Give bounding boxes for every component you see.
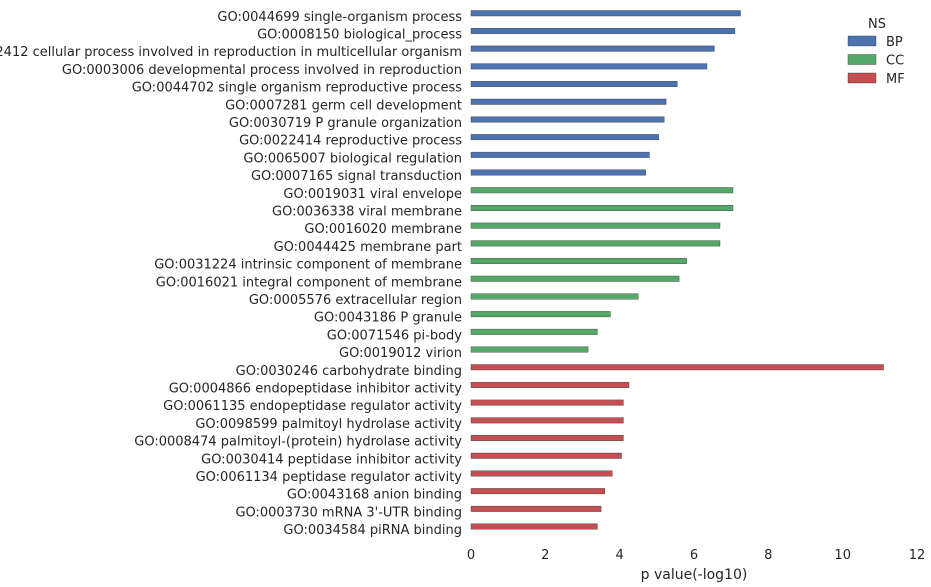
category-label: GO:0003730 mRNA 3'-UTR binding [235, 505, 462, 520]
legend-label-bp: BP [886, 35, 903, 50]
bar-bp [470, 151, 650, 158]
category-label: GO:0005576 extracellular region [249, 293, 462, 308]
category-label: GO:0031224 intrinsic component of membra… [154, 258, 462, 273]
category-label: GO:0043186 P granule [314, 311, 462, 326]
legend-label-cc: CC [886, 54, 904, 69]
category-labels-group: GO:0044699 single-organism process GO:000… [0, 10, 462, 538]
legend: NS BP CC MF [847, 17, 905, 87]
category-label: GO:0016020 membrane [304, 222, 462, 237]
bar-cc [470, 187, 734, 194]
category-label: GO:0008474 palmitoyl-(protein) hydrolase… [134, 435, 462, 450]
x-tick-label: 12 [909, 548, 926, 563]
bar-bp [470, 169, 646, 176]
category-label: GO:0061134 peptidase regulator activity [196, 470, 463, 485]
bar-bp [470, 45, 715, 52]
category-label: GO:0044699 single-organism process [217, 10, 462, 25]
bar-bp [470, 81, 678, 88]
bar-mf [470, 417, 624, 424]
x-tick-label: 8 [764, 548, 772, 563]
x-tick-label: 0 [467, 548, 475, 563]
x-tick-label: 10 [834, 548, 851, 563]
legend-title: NS [868, 17, 886, 32]
category-label: GO:0061135 endopeptidase regulator activ… [163, 399, 462, 414]
bar-cc [470, 222, 721, 229]
category-label: GO:0065007 biological regulation [243, 151, 462, 166]
category-label: GO:0071546 pi-body [327, 328, 462, 343]
bar-bp [470, 10, 741, 17]
category-label: GO:0043168 anion binding [287, 488, 462, 503]
bar-mf [470, 399, 624, 406]
legend-label-mf: MF [886, 72, 905, 87]
x-tick-label: 6 [690, 548, 698, 563]
bar-bp [470, 134, 659, 141]
bar-mf [470, 505, 602, 512]
bar-mf [470, 488, 606, 495]
bar-bp [470, 116, 665, 123]
bar-bp [470, 28, 736, 34]
bar-cc [470, 240, 721, 247]
bar-cc [470, 346, 589, 353]
bar-cc [470, 204, 734, 211]
bar-cc [470, 328, 598, 335]
category-label: GO:0030719 P granule organization [229, 116, 462, 131]
legend-swatch-cc [847, 54, 877, 65]
category-label: GO:0008150 biological_process [257, 28, 462, 43]
bar-cc [470, 293, 639, 300]
bar-cc [470, 258, 687, 264]
bar-mf [470, 523, 598, 530]
category-label: GO:0030246 carbohydrate binding [236, 364, 462, 379]
category-label: GO:0004866 endopeptidase inhibitor activ… [169, 382, 463, 397]
x-axis-label: p value(-log10) [641, 567, 748, 583]
category-label: GO:0003006 developmental process involve… [62, 63, 462, 78]
category-label: GO:0022414 reproductive process [239, 134, 462, 149]
category-label: GO:0019012 virion [339, 346, 462, 361]
bar-mf [470, 382, 630, 388]
category-label: GO:0030414 peptidase inhibitor activity [201, 452, 462, 467]
bar-mf [470, 470, 613, 477]
bar-mf [470, 452, 622, 459]
bar-mf [470, 364, 884, 371]
category-label: GO:0034584 piRNA binding [283, 523, 462, 538]
category-label: GO:0022412 cellular process involved in … [0, 45, 462, 60]
category-label: GO:0044425 membrane part [274, 240, 462, 255]
bars-group [470, 10, 884, 530]
category-label: GO:0007281 germ cell development [225, 98, 462, 113]
legend-swatch-bp [847, 35, 877, 47]
bar-bp [470, 63, 708, 70]
x-tick-label: 4 [616, 548, 624, 563]
x-tick-label: 2 [541, 548, 549, 563]
bar-mf [470, 435, 624, 441]
legend-swatch-mf [847, 72, 877, 84]
bar-bp [470, 98, 667, 105]
category-label: GO:0019031 viral envelope [283, 187, 462, 202]
category-label: GO:0016021 integral component of membran… [156, 275, 462, 290]
category-label: GO:0044702 single organism reproductive … [132, 81, 462, 96]
x-tick-labels-group: 0 2 4 6 8 10 12 [467, 548, 925, 563]
bar-cc [470, 275, 680, 282]
category-label: GO:0036338 viral membrane [272, 205, 462, 220]
category-label: GO:0007165 signal transduction [251, 169, 462, 184]
category-label: GO:0098599 palmitoyl hydrolase activity [195, 417, 462, 432]
bar-cc [470, 311, 611, 318]
